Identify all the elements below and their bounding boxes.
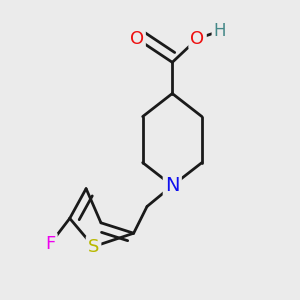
Text: O: O <box>190 29 205 47</box>
Text: O: O <box>130 29 144 47</box>
Text: S: S <box>88 238 99 256</box>
Text: H: H <box>214 22 226 40</box>
Text: N: N <box>165 176 179 195</box>
Text: F: F <box>45 235 56 253</box>
